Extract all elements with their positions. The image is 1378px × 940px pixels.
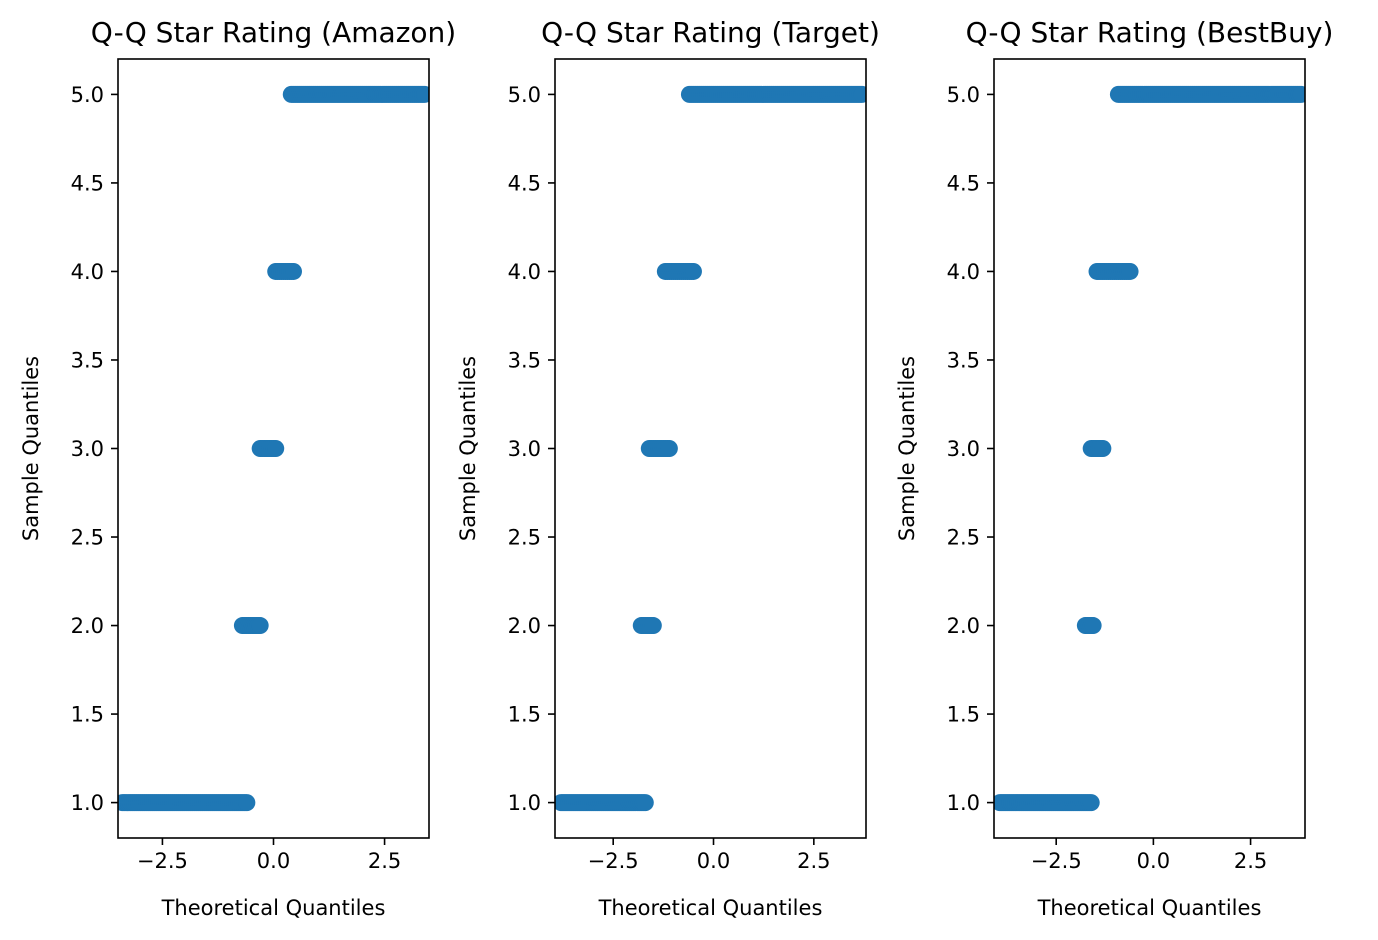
data-point [684,262,702,280]
data-points-1 [118,85,429,812]
y-tick-label: 5.0 [71,83,104,107]
data-point [660,440,678,457]
data-point [636,794,654,812]
x-tick-label: −2.5 [588,849,639,873]
y-tick-label: 1.5 [508,703,541,727]
x-tick-label: 2.5 [1234,849,1267,873]
y-tick-label: 5.0 [508,83,541,107]
y-axis-label: Sample Quantiles [19,356,43,541]
y-tick-label: 4.0 [71,260,104,284]
data-point [251,617,269,635]
y-tick-label: 2.5 [508,526,541,550]
y-tick-label: 2.0 [508,614,541,638]
x-axis-label: Theoretical Quantiles [161,896,386,920]
y-tick-label: 5.0 [947,83,980,107]
chart-panel-1: −2.5 0.0 2.5 1.0 1.5 2.0 2.5 3.0 3.5 4.0 4.5 5.0 Q-Q… [19,16,456,920]
x-tick-label: 2.5 [368,849,401,873]
data-points-3 [994,85,1305,812]
x-tick-label: 0.0 [257,849,290,873]
y-tick-label: 2.5 [947,526,980,550]
y-tick-label: 2.0 [947,614,980,638]
x-axis-label: Theoretical Quantiles [1037,896,1262,920]
y-axis-label: Sample Quantiles [895,356,919,541]
y-tick-label: 1.5 [71,703,104,727]
y-tick-label: 3.5 [508,348,541,372]
chart-panel-2: −2.5 0.0 2.5 1.0 1.5 2.0 2.5 3.0 3.5 4.0 4.5 5.0 Q-Q… [456,16,880,920]
data-point [1121,262,1139,280]
y-axis-label: Sample Quantiles [456,356,480,541]
chart-title: Q-Q Star Rating (Target) [541,16,880,49]
x-tick-label: 2.5 [797,849,830,873]
y-tick-label: 2.5 [71,526,104,550]
y-tick-label: 1.5 [947,703,980,727]
axes-frame [993,58,1306,839]
y-tick-label: 1.0 [71,791,104,815]
data-point [1082,794,1100,812]
y-tick-label: 4.5 [947,171,980,195]
data-point [1292,85,1305,103]
chart-title: Q-Q Star Rating (Amazon) [91,16,456,49]
data-point [238,794,256,812]
x-tick-label: −2.5 [137,849,188,873]
y-tick-label: 3.5 [71,348,104,372]
data-point [1094,440,1112,457]
y-tick-label: 2.0 [71,614,104,638]
y-tick-label: 4.0 [947,260,980,284]
y-tick-label: 4.0 [508,260,541,284]
y-tick-label: 4.5 [508,171,541,195]
data-point [1084,617,1102,635]
chart-title: Q-Q Star Rating (BestBuy) [966,16,1334,49]
data-point [416,85,429,103]
data-point [853,85,866,103]
data-point [284,262,302,280]
y-tick-label: 3.0 [508,437,541,461]
y-tick-label: 3.0 [947,437,980,461]
y-tick-label: 3.0 [71,437,104,461]
chart-panel-3: −2.5 0.0 2.5 1.0 1.5 2.0 2.5 3.0 3.5 4.0 4.5 5.0 Q-Q… [895,16,1333,920]
x-tick-label: −2.5 [1031,849,1082,873]
x-axis-label: Theoretical Quantiles [598,896,823,920]
x-tick-label: 0.0 [1137,849,1170,873]
data-points-2 [555,85,866,812]
data-point [644,617,662,635]
y-tick-label: 1.0 [508,791,541,815]
data-point [267,440,285,457]
y-tick-label: 4.5 [71,171,104,195]
y-tick-label: 1.0 [947,791,980,815]
y-tick-label: 3.5 [947,348,980,372]
x-tick-label: 0.0 [697,849,730,873]
axes-frame [554,58,867,839]
